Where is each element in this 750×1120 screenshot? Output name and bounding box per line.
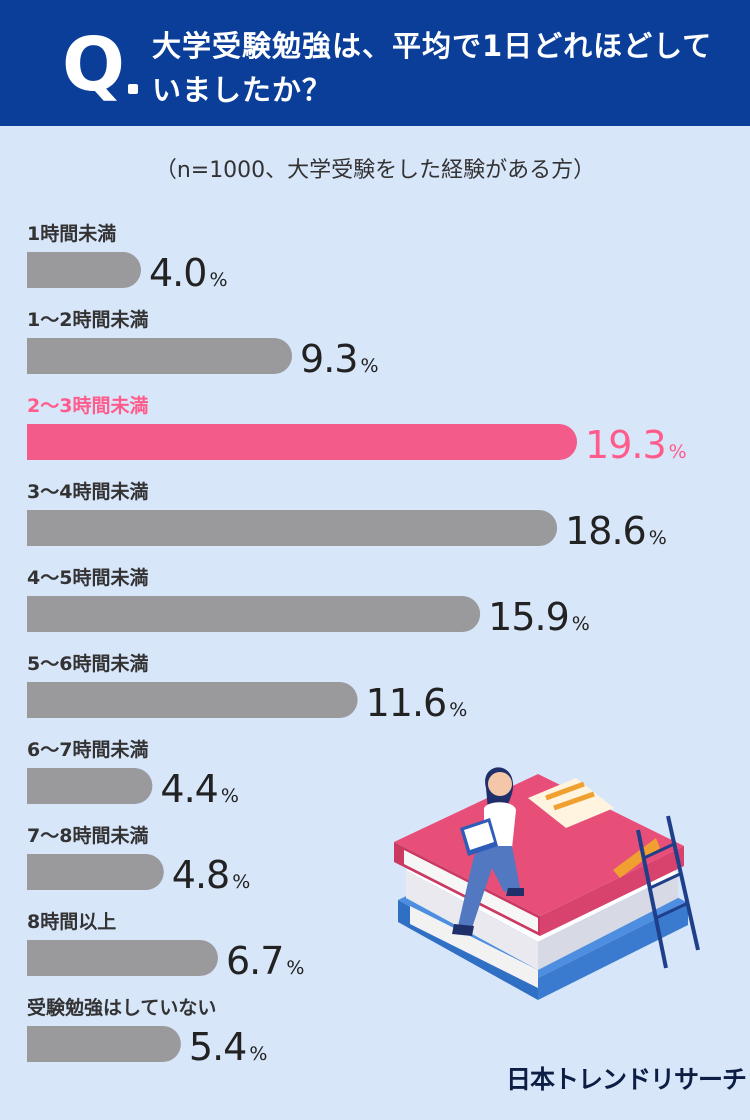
bar	[27, 768, 153, 804]
category-label: 4〜5時間未満	[27, 566, 148, 589]
bar-left-edge	[27, 252, 45, 288]
category-label: 7〜8時間未満	[27, 824, 148, 847]
bar	[27, 1026, 181, 1062]
value-unit: %	[209, 269, 227, 291]
category-label: 6〜7時間未満	[27, 738, 148, 761]
category-label: 2〜3時間未満	[27, 394, 148, 417]
value-number: 6.7	[226, 939, 283, 983]
value-unit: %	[449, 699, 467, 721]
q-dot	[128, 84, 138, 94]
value-label: 9.3%	[300, 337, 379, 381]
bar-left-edge	[27, 768, 45, 804]
value-number: 4.0	[149, 251, 206, 295]
bar-left-edge	[27, 854, 45, 890]
category-label: 3〜4時間未満	[27, 480, 148, 503]
bar	[27, 252, 141, 288]
q-label: Q	[62, 22, 125, 108]
value-label: 19.3%	[585, 423, 687, 467]
header-banner: Q 大学受験勉強は、平均で1日どれほどしていましたか？	[0, 0, 750, 126]
value-unit: %	[360, 355, 378, 377]
value-unit: %	[649, 527, 667, 549]
value-number: 15.9	[488, 595, 569, 639]
value-label: 18.6%	[565, 509, 667, 553]
bar-left-edge	[27, 1026, 45, 1062]
value-unit: %	[221, 785, 239, 807]
bar	[27, 510, 558, 546]
value-unit: %	[249, 1043, 267, 1065]
student-on-books-illustration	[394, 767, 700, 1000]
value-number: 4.4	[160, 767, 217, 811]
bar-left-edge	[27, 940, 45, 976]
bar	[27, 940, 218, 976]
category-label: 5〜6時間未満	[27, 652, 148, 675]
brand-logo: 日本トレンドリサーチ	[506, 1065, 747, 1094]
category-label: 1〜2時間未満	[27, 308, 148, 331]
value-number: 18.6	[565, 509, 646, 553]
value-label: 6.7%	[226, 939, 305, 983]
bar	[27, 854, 164, 890]
bar-left-edge	[27, 338, 45, 374]
bar	[27, 424, 578, 460]
bar-left-edge	[27, 596, 45, 632]
value-number: 4.8	[172, 853, 229, 897]
value-label: 4.4%	[160, 767, 239, 811]
bar	[27, 682, 358, 718]
value-number: 11.6	[366, 681, 447, 725]
value-unit: %	[572, 613, 590, 635]
value-label: 11.6%	[366, 681, 468, 725]
category-label: 受験勉強はしていない	[27, 996, 216, 1019]
category-label: 8時間以上	[27, 911, 116, 933]
value-number: 19.3	[585, 423, 666, 467]
category-label: 1時間未満	[27, 222, 116, 245]
bar	[27, 338, 293, 374]
value-label: 4.0%	[149, 251, 228, 295]
sample-subtitle: （n=1000、大学受験をした経験がある方）	[154, 158, 596, 183]
value-label: 5.4%	[189, 1025, 268, 1069]
value-label: 15.9%	[488, 595, 590, 639]
question-text: 大学受験勉強は、平均で1日どれほどしていましたか？	[152, 29, 713, 107]
value-unit: %	[669, 441, 687, 463]
value-unit: %	[286, 957, 304, 979]
value-number: 9.3	[300, 337, 357, 381]
bar	[27, 596, 481, 632]
bar-left-edge	[27, 510, 45, 546]
value-number: 5.4	[189, 1025, 246, 1069]
bar-left-edge	[27, 682, 45, 718]
bar-left-edge	[27, 424, 45, 460]
value-label: 4.8%	[172, 853, 251, 897]
value-unit: %	[232, 871, 250, 893]
